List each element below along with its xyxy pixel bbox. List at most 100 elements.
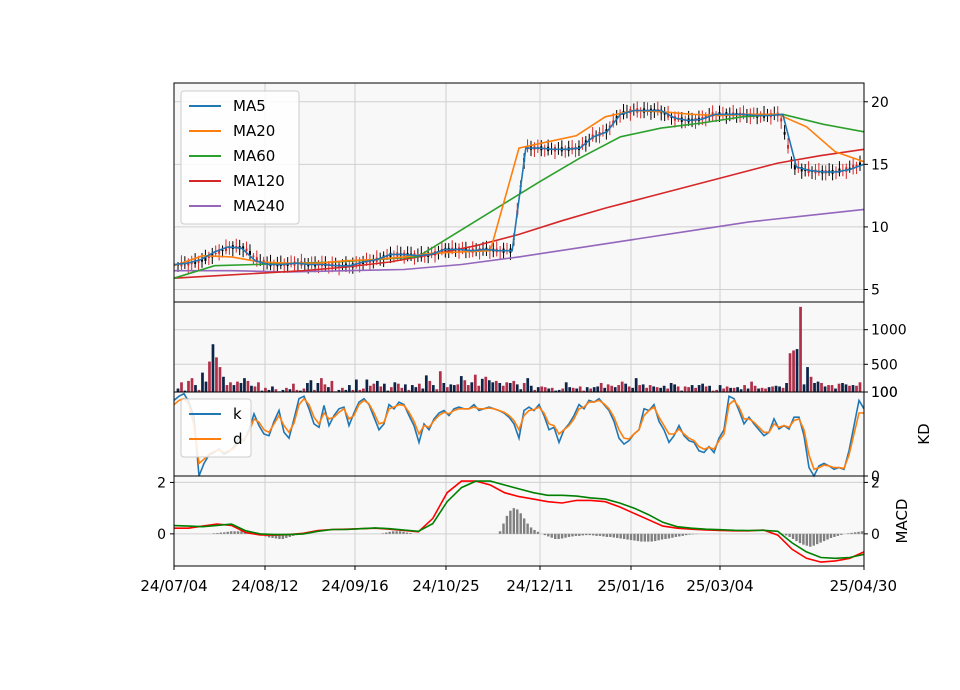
volume-bar — [211, 344, 215, 392]
macd-hist-bar — [512, 508, 516, 534]
macd-hist-bar — [240, 531, 243, 534]
volume-bar — [473, 374, 477, 392]
volume-bar — [652, 386, 656, 392]
macd-hist-bar — [688, 533, 691, 535]
volume-bar — [823, 386, 827, 392]
volume-bar — [582, 390, 586, 392]
volume-bar — [711, 390, 715, 392]
volume-bar — [753, 385, 757, 392]
macd-hist-bar — [671, 533, 674, 538]
macd-hist-bar — [674, 533, 678, 537]
macd-hist-bar — [798, 533, 802, 544]
volume-bar — [341, 387, 344, 392]
macd-hist-bar — [657, 533, 660, 541]
volume-bar — [410, 385, 414, 392]
volume-bar — [201, 372, 204, 392]
macd-hist-bar — [602, 533, 605, 537]
volume-bar — [382, 383, 386, 392]
macd-hist-bar — [850, 532, 853, 534]
legend-label-ma5: MA5 — [233, 97, 266, 115]
volume-bar — [743, 385, 746, 392]
macd-hist-bar — [571, 533, 574, 537]
volume-bar — [463, 380, 467, 392]
x-tick-label: 25/01/16 — [597, 577, 664, 595]
volume-bar — [809, 376, 813, 392]
macd-hist-bar — [522, 518, 526, 534]
volume-bar — [431, 385, 435, 392]
macd-hist-bar — [853, 532, 857, 534]
volume-bar — [267, 389, 271, 392]
candle-body — [221, 250, 224, 252]
macd-hist-bar — [398, 531, 402, 534]
macd-hist-bar — [585, 533, 588, 536]
macd-hist-bar — [405, 532, 409, 534]
legend-box — [180, 90, 300, 225]
volume-bar — [365, 379, 369, 392]
candle-body — [386, 256, 389, 258]
macd-hist-bar — [516, 509, 519, 534]
volume-bar — [757, 388, 760, 392]
volume-bar — [246, 380, 250, 392]
macd-hist-bar — [581, 533, 584, 536]
candle-body — [677, 119, 680, 121]
volume-bar — [239, 383, 243, 392]
candle-body — [197, 259, 200, 263]
macd-hist-bar — [502, 523, 505, 534]
volume-bar — [760, 387, 764, 392]
chart-panels: 5101520MA5MA20MA60MA120MA240100500100001… — [140, 82, 933, 595]
macd-hist-bar — [836, 533, 840, 536]
candle-body — [670, 116, 673, 118]
y-tick-label: 15 — [871, 157, 889, 173]
volume-bar — [746, 388, 750, 392]
volume-bar — [313, 389, 316, 392]
volume-bar — [421, 388, 425, 392]
macd-hist-bar — [636, 533, 640, 542]
macd-hist-bar — [560, 533, 564, 539]
macd-hist-bar — [815, 533, 819, 545]
volume-bar — [792, 350, 795, 392]
volume-bar — [781, 387, 785, 392]
volume-bar — [180, 382, 183, 392]
volume-bar — [802, 384, 806, 392]
candle-body — [207, 256, 210, 259]
volume-bar — [400, 387, 404, 392]
candle-body — [793, 165, 796, 170]
volume-bar — [187, 380, 190, 392]
macd-hist-bar — [388, 531, 391, 534]
volume-bar — [470, 382, 474, 392]
volume-bar — [631, 387, 635, 392]
x-tick-label: 24/09/16 — [321, 577, 388, 595]
volume-bar — [799, 306, 802, 392]
volume-bar — [834, 388, 837, 392]
macd-hist-bar — [385, 532, 388, 534]
volume-bar — [701, 383, 704, 392]
legend: MA5 MA20 MA60 MA120 MA240 — [180, 90, 300, 225]
volume-bar — [484, 376, 488, 392]
volume-bar — [285, 387, 288, 392]
volume-bar — [197, 389, 201, 392]
macd-hist-bar — [616, 533, 619, 538]
volume-bar — [561, 388, 565, 392]
candle-body — [214, 252, 217, 254]
volume-bar — [858, 382, 862, 392]
macd-hist-bar — [802, 533, 805, 545]
volume-bar — [323, 384, 327, 392]
candle-body — [797, 167, 800, 169]
volume-bar — [225, 385, 229, 392]
volume-bar — [480, 378, 484, 392]
y-tick-label: 5 — [871, 282, 880, 298]
macd-hist-bar — [660, 533, 664, 540]
y-tick-label-left: 2 — [157, 475, 166, 491]
volume-bar — [452, 385, 456, 392]
macd-hist-bar — [678, 533, 681, 537]
series-line-signal — [173, 480, 865, 560]
volume-bar — [676, 386, 680, 392]
y-tick-label: 0 — [871, 527, 880, 543]
macd-hist-bar — [629, 533, 633, 541]
volume-bar — [613, 387, 617, 392]
macd-hist-bar — [578, 533, 581, 536]
candle-body — [855, 164, 858, 167]
macd-hist-bar — [391, 531, 395, 534]
volume-bar — [547, 388, 551, 392]
volume-bar — [403, 384, 407, 392]
